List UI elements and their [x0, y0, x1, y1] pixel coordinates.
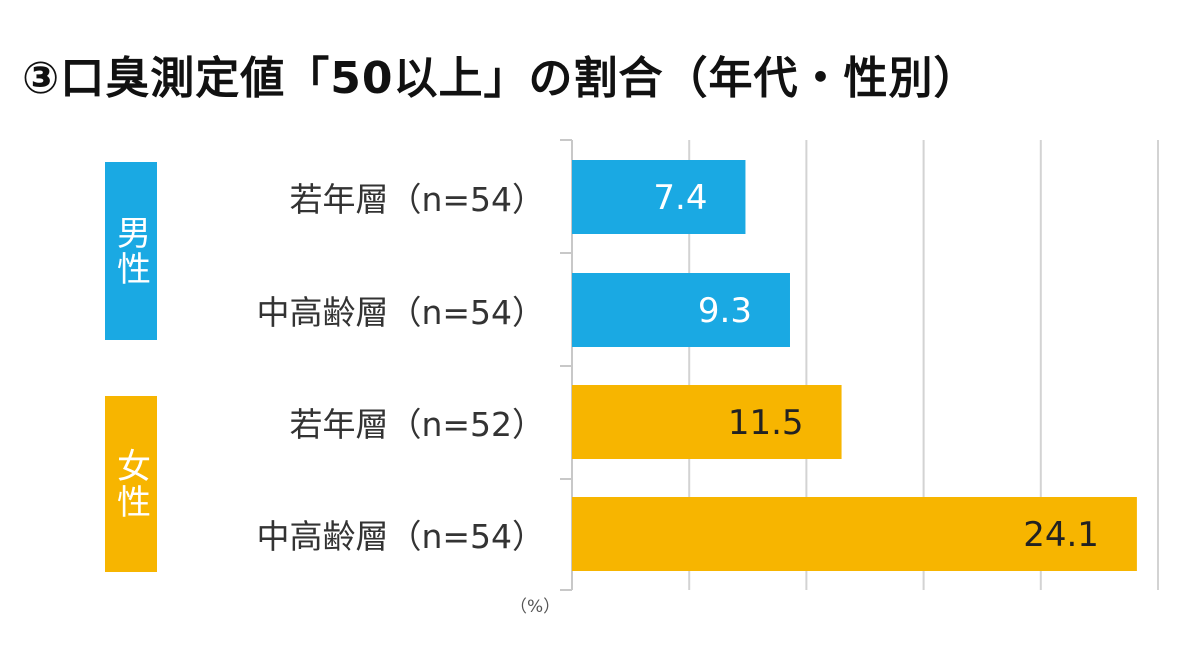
data-label: 24.1 — [1023, 515, 1099, 555]
category-label: 中高齢層（n=54） — [256, 517, 545, 556]
group-badge-male: 男性 — [105, 162, 157, 340]
bar — [572, 273, 790, 347]
chart-title: ③口臭測定値「50以上」の割合（年代・性別） — [22, 53, 979, 104]
category-label: 若年層（n=54） — [289, 180, 545, 219]
group-label-female: 女性 — [110, 448, 151, 520]
data-label: 7.4 — [653, 178, 707, 218]
group-badge-female: 女性 — [105, 396, 157, 572]
bar — [572, 160, 746, 234]
category-label: 若年層（n=52） — [289, 405, 545, 444]
bar — [572, 497, 1137, 571]
group-label-male: 男性 — [110, 215, 151, 287]
data-label: 9.3 — [698, 291, 752, 331]
category-label: 中高齢層（n=54） — [256, 293, 545, 332]
data-label: 11.5 — [728, 403, 804, 443]
unit-label: （%） — [510, 597, 561, 617]
bar — [572, 385, 842, 459]
